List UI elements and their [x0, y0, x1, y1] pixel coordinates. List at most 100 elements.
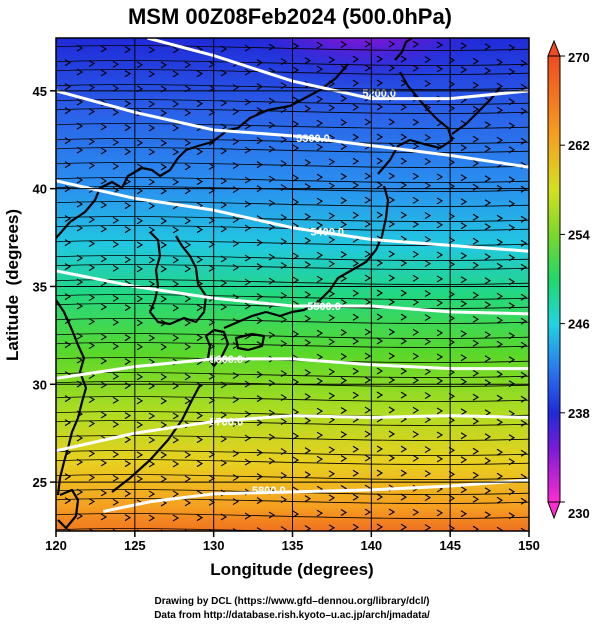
flow-arrow: [100, 357, 108, 365]
flow-arrow: [220, 177, 228, 185]
flow-arrow: [304, 495, 312, 503]
flow-arrow: [496, 106, 504, 114]
flow-arrow: [184, 319, 192, 327]
flow-arrow: [388, 64, 396, 72]
flow-arrow: [436, 509, 444, 517]
flow-arrow: [148, 100, 156, 108]
flow-arrow: [88, 396, 96, 404]
flow-arrow: [292, 174, 300, 182]
flow-arrow: [412, 508, 420, 516]
flow-arrow: [136, 61, 144, 69]
flow-arrow: [460, 144, 468, 152]
flow-arrow: [352, 55, 360, 63]
contour-label-5500.0: 5500.0: [307, 301, 341, 313]
flow-arrow: [76, 122, 84, 130]
flow-arrow: [412, 274, 420, 282]
flow-arrow: [148, 46, 156, 54]
flow-arrow: [436, 353, 444, 361]
flow-arrow: [520, 293, 528, 301]
flow-arrow: [376, 337, 384, 345]
flow-arrow: [76, 176, 84, 184]
flow-arrow: [364, 508, 372, 516]
flow-arrow: [400, 103, 408, 111]
flow-arrow: [496, 394, 504, 402]
colorbar-tick-label-270: 270: [568, 50, 590, 65]
flow-arrow: [292, 96, 300, 104]
flow-arrow: [472, 81, 480, 89]
flow-arrow: [136, 217, 144, 225]
flow-arrow: [376, 259, 384, 267]
flow-arrow: [316, 251, 324, 259]
flow-arrow: [508, 512, 516, 520]
flow-arrow: [244, 44, 252, 52]
flow-arrow: [136, 343, 144, 351]
flow-arrow: [424, 80, 432, 88]
x-tick-label-130: 130: [203, 538, 225, 553]
flow-arrow: [436, 431, 444, 439]
flow-arrow: [304, 159, 312, 167]
flow-arrow: [220, 45, 228, 53]
flow-arrow: [76, 458, 84, 466]
flow-arrow: [124, 100, 132, 108]
flow-arrow: [112, 498, 120, 506]
flow-arrow: [232, 162, 240, 170]
flow-arrow: [412, 250, 420, 258]
flow-arrow: [124, 436, 132, 444]
flow-arrow: [328, 236, 336, 244]
flow-arrow: [64, 107, 72, 115]
flow-arrow: [460, 354, 468, 362]
flow-arrow: [280, 292, 288, 300]
flow-arrow: [112, 342, 120, 350]
flow-arrow: [436, 197, 444, 205]
flow-arrow: [364, 454, 372, 462]
flow-arrow: [412, 40, 420, 48]
flow-arrow: [304, 447, 312, 455]
flow-arrow: [376, 289, 384, 297]
flow-arrow: [364, 274, 372, 282]
flow-arrow: [172, 412, 180, 420]
flow-arrow: [244, 410, 252, 418]
flow-arrow: [352, 259, 360, 267]
flow-arrow: [460, 456, 468, 464]
flow-arrow: [412, 172, 420, 180]
flow-arrow: [268, 253, 276, 261]
flow-arrow: [460, 432, 468, 440]
flow-arrow: [460, 408, 468, 416]
flow-arrow: [244, 434, 252, 442]
flow-arrow: [64, 419, 72, 427]
streamline: [56, 450, 529, 456]
flow-arrow: [340, 377, 348, 384]
flow-arrow: [520, 137, 528, 145]
flow-arrow: [136, 319, 144, 327]
streamline: [56, 318, 529, 324]
flow-arrow: [196, 148, 204, 156]
flow-arrow: [388, 118, 396, 126]
flow-arrow: [280, 214, 288, 222]
streamline: [56, 528, 290, 531]
flow-arrow: [160, 373, 168, 381]
streamline: [56, 138, 529, 144]
flow-arrow: [436, 41, 444, 49]
flow-arrow: [520, 59, 528, 67]
flow-arrow: [292, 408, 300, 416]
flow-arrow: [496, 472, 504, 480]
flow-arrow: [136, 241, 144, 249]
flow-arrow: [232, 450, 240, 458]
flow-arrow: [76, 44, 84, 52]
flow-arrow: [412, 454, 420, 462]
flow-arrow: [352, 493, 360, 501]
flow-arrow: [520, 107, 528, 115]
coastline-china-east: [56, 299, 88, 496]
flow-arrow: [484, 457, 492, 465]
flow-arrow: [400, 391, 408, 399]
flow-arrow: [160, 241, 168, 249]
flow-arrow: [184, 499, 192, 507]
colorbar-gradient: [547, 55, 561, 503]
streamline: [56, 264, 529, 270]
flow-arrow: [400, 367, 408, 375]
flow-arrow: [280, 370, 288, 378]
flow-arrow: [76, 98, 84, 106]
flow-arrow: [268, 277, 276, 285]
flow-arrow: [340, 509, 348, 516]
flow-arrow: [280, 184, 288, 192]
